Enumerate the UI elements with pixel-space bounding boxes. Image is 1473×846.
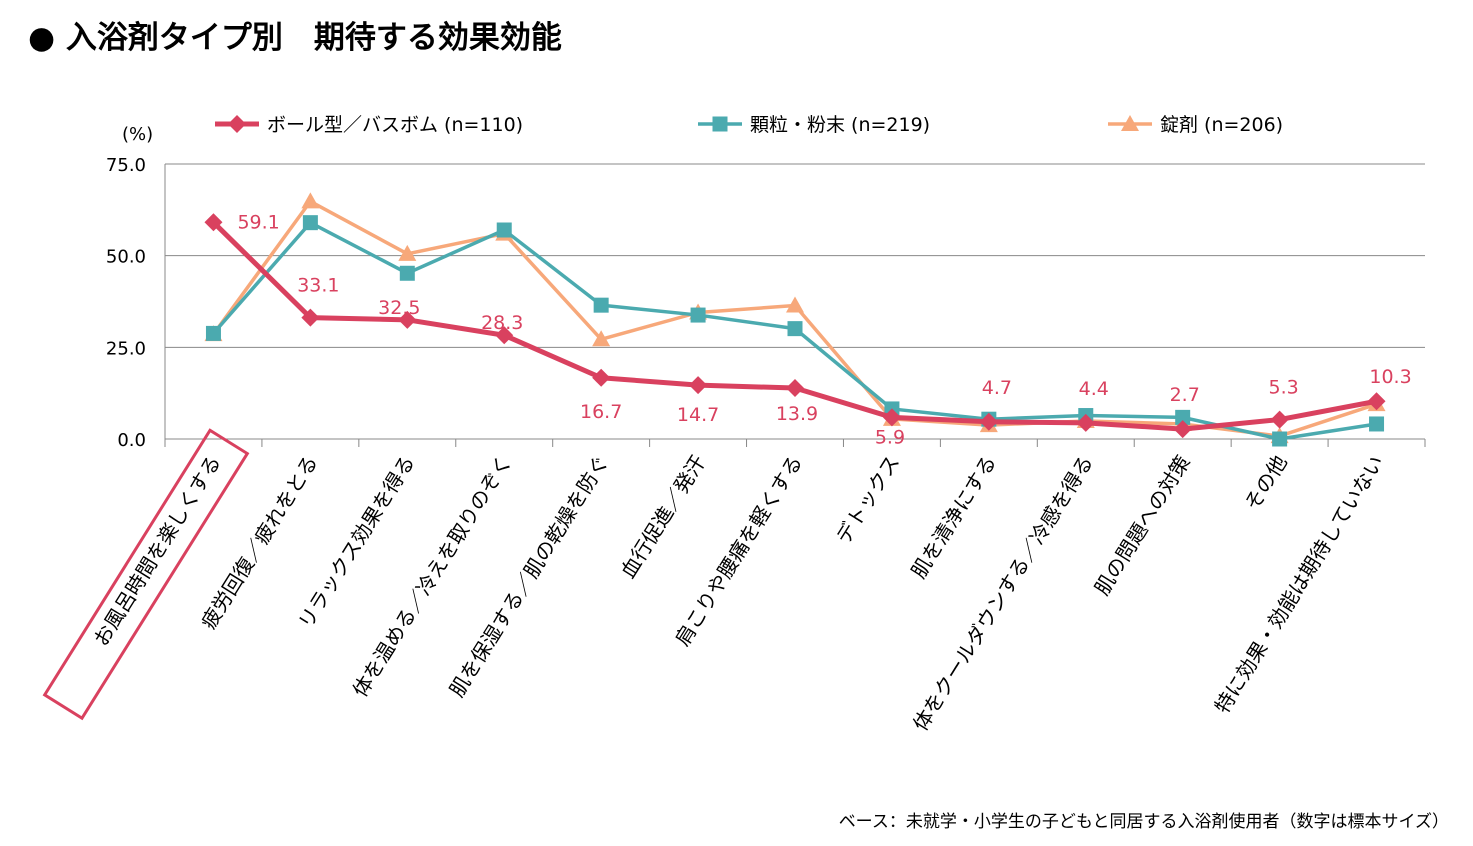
legend-marker (1121, 115, 1139, 131)
data-label: 59.1 (237, 211, 279, 233)
x-category-label: 特に効果・効能は期待していない (1210, 451, 1389, 718)
data-label: 4.7 (982, 377, 1012, 399)
data-point (301, 308, 320, 327)
data-point (399, 265, 415, 281)
data-point (302, 215, 318, 231)
data-point (1173, 420, 1192, 439)
data-point (1369, 416, 1385, 432)
y-tick-label: 0.0 (117, 430, 146, 451)
data-point (1272, 431, 1288, 447)
data-point (979, 412, 998, 431)
data-point (592, 368, 611, 387)
y-unit-label: (%) (122, 124, 153, 145)
legend-marker (228, 115, 246, 133)
data-point (301, 192, 320, 209)
x-category-label: デトックス (831, 451, 904, 548)
data-label: 33.1 (297, 275, 339, 297)
data-point (398, 310, 417, 329)
data-point (786, 379, 804, 398)
data-point (882, 408, 901, 427)
data-label: 5.3 (1269, 377, 1299, 399)
data-point (496, 222, 512, 238)
data-label: 10.3 (1369, 366, 1411, 388)
data-point (689, 376, 708, 395)
data-point (1270, 410, 1289, 429)
legend-label: ボール型／バスボム (n=110) (267, 114, 523, 136)
data-label: 28.3 (481, 312, 523, 334)
data-point (787, 321, 803, 337)
x-category-label: 血行促進／発汗 (616, 451, 711, 582)
legend-marker (712, 116, 728, 132)
y-tick-label: 25.0 (106, 338, 146, 359)
data-point (690, 307, 706, 323)
data-label: 13.9 (776, 403, 818, 425)
data-point (786, 296, 804, 313)
data-label: 2.7 (1170, 384, 1200, 406)
y-tick-label: 50.0 (106, 247, 146, 268)
data-point (1175, 409, 1191, 425)
data-point (592, 330, 611, 347)
base-footnote: ベース：未就学・小学生の子どもと同居する入浴剤使用者（数字は標本サイズ） (838, 812, 1449, 832)
data-label: 16.7 (580, 401, 622, 423)
data-point (398, 244, 417, 261)
chart-title: ● 入浴剤タイプ別 期待する効果効能 (28, 20, 562, 56)
data-point (205, 325, 221, 341)
data-label: 4.4 (1079, 378, 1109, 400)
x-category-label: 肌の問題への対策 (1090, 451, 1195, 599)
data-label: 5.9 (875, 426, 905, 448)
x-category-label: 肌を清浄にする (906, 451, 1001, 583)
data-label: 14.7 (677, 404, 719, 426)
legend-label: 顆粒・粉末 (n=219) (750, 114, 930, 136)
highlight-box (42, 428, 250, 721)
data-label: 32.5 (378, 297, 420, 319)
x-category-label: 肌を保湿する／肌の乾燥を防ぐ (445, 451, 614, 701)
y-tick-label: 75.0 (106, 155, 146, 176)
data-point (1367, 392, 1386, 411)
data-point (495, 326, 514, 345)
x-category-label: 体をクールダウンする／冷感を得る (908, 451, 1098, 735)
legend-label: 錠剤 (n=206) (1160, 114, 1283, 136)
data-point (593, 297, 609, 313)
data-point (204, 213, 223, 232)
x-category-label: その他 (1240, 451, 1292, 515)
data-point (1076, 413, 1095, 432)
x-category-label: 体を温める／冷えを取りのぞく (348, 451, 517, 701)
